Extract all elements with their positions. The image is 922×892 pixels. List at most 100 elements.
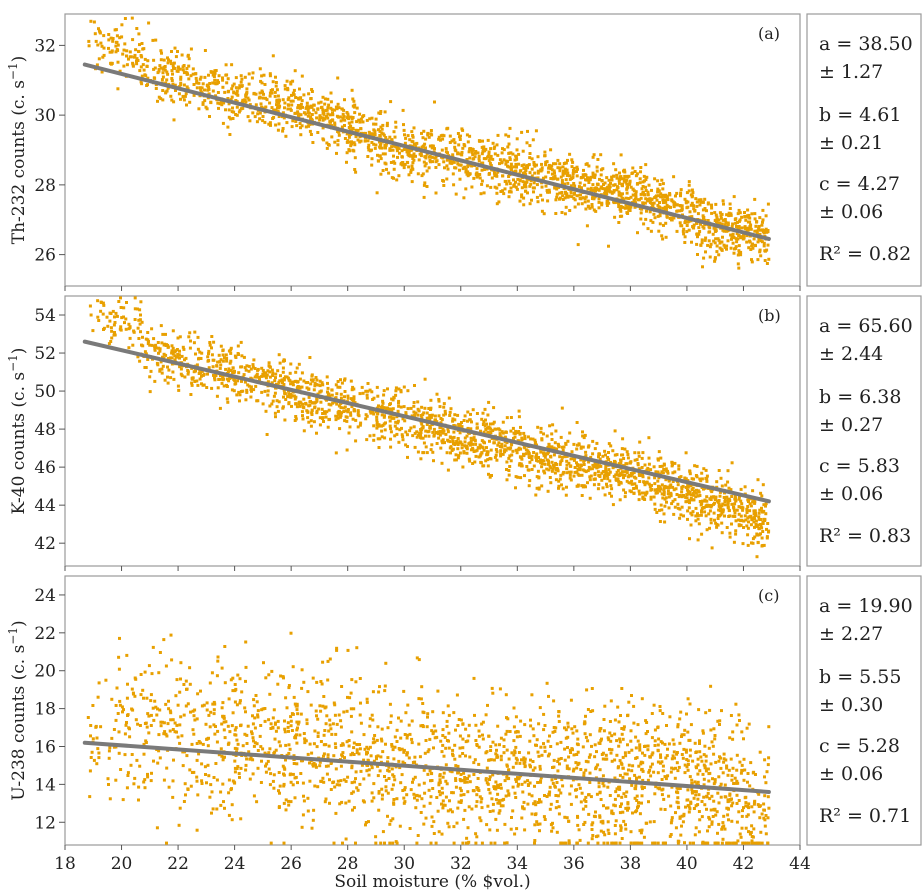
- data-point: [543, 150, 547, 154]
- data-point: [497, 427, 501, 431]
- data-point: [245, 390, 249, 394]
- data-point: [335, 114, 339, 118]
- data-point: [178, 67, 182, 71]
- data-point: [535, 452, 539, 456]
- data-point: [481, 139, 484, 143]
- data-point: [761, 544, 765, 547]
- data-point: [429, 132, 433, 136]
- data-point: [143, 57, 147, 61]
- data-point: [393, 434, 397, 438]
- data-point: [187, 335, 191, 339]
- data-point: [454, 777, 458, 781]
- data-point: [247, 369, 251, 373]
- data-point: [565, 194, 569, 198]
- data-point: [737, 713, 741, 717]
- data-point: [681, 484, 685, 488]
- data-point: [481, 161, 485, 165]
- data-point: [236, 673, 240, 677]
- data-point: [508, 182, 512, 186]
- data-point: [448, 410, 452, 414]
- data-point: [535, 163, 538, 167]
- data-point: [438, 433, 442, 437]
- data-point: [659, 195, 663, 199]
- data-point: [592, 175, 596, 178]
- data-point: [310, 88, 314, 91]
- data-point: [271, 371, 275, 375]
- data-point: [697, 226, 701, 230]
- data-point: [431, 144, 435, 148]
- data-point: [719, 795, 723, 799]
- data-point: [540, 465, 544, 469]
- data-point: [678, 209, 682, 213]
- data-point: [377, 423, 381, 427]
- data-point: [580, 473, 584, 477]
- data-point: [686, 509, 690, 513]
- data-point: [659, 487, 662, 491]
- data-point: [584, 768, 588, 772]
- data-point: [329, 403, 333, 407]
- data-point: [489, 154, 493, 158]
- data-point: [565, 467, 569, 471]
- data-point: [717, 508, 721, 512]
- data-point: [600, 203, 604, 207]
- data-point: [168, 729, 172, 733]
- data-point: [531, 138, 535, 142]
- data-point: [554, 794, 558, 797]
- data-point: [639, 192, 643, 196]
- data-point: [568, 476, 572, 480]
- data-point: [714, 202, 718, 206]
- data-point: [754, 519, 758, 523]
- data-point: [127, 57, 130, 61]
- data-point: [141, 344, 145, 348]
- data-point: [662, 463, 666, 467]
- data-point: [706, 243, 710, 247]
- data-point: [730, 522, 733, 526]
- data-point: [478, 446, 481, 450]
- data-point: [146, 59, 150, 63]
- data-point: [334, 414, 338, 418]
- data-point: [560, 211, 564, 214]
- data-point: [517, 162, 521, 166]
- data-point: [662, 488, 666, 492]
- data-point: [330, 388, 334, 392]
- data-point: [544, 160, 548, 164]
- data-point: [111, 39, 115, 43]
- data-point: [232, 110, 236, 114]
- data-point: [666, 469, 669, 473]
- data-point: [441, 791, 444, 795]
- data-point: [138, 69, 142, 73]
- data-point: [539, 458, 542, 462]
- data-point: [282, 383, 286, 386]
- data-point: [451, 748, 455, 752]
- data-point: [701, 208, 705, 212]
- data-point: [442, 160, 446, 164]
- data-point: [663, 207, 667, 211]
- data-point: [145, 64, 149, 68]
- data-point: [386, 406, 390, 410]
- data-point: [577, 473, 581, 477]
- data-point: [566, 439, 570, 443]
- data-point: [285, 79, 289, 83]
- data-point: [664, 756, 668, 760]
- data-point: [741, 234, 745, 238]
- data-point: [565, 454, 569, 458]
- data-point: [426, 133, 430, 137]
- data-point: [575, 165, 579, 169]
- data-point: [403, 163, 407, 166]
- data-point: [607, 189, 611, 193]
- data-point: [351, 417, 355, 421]
- data-point: [515, 451, 519, 455]
- data-point: [453, 418, 457, 422]
- data-point: [718, 221, 722, 225]
- data-point: [181, 94, 185, 98]
- data-point: [396, 419, 400, 423]
- data-point: [696, 494, 700, 498]
- data-point: [271, 54, 275, 58]
- data-point: [582, 168, 585, 172]
- data-point: [628, 209, 632, 212]
- data-point: [293, 419, 297, 422]
- data-point: [157, 346, 160, 350]
- data-point: [400, 149, 404, 153]
- data-point: [351, 399, 355, 403]
- data-point: [475, 167, 479, 171]
